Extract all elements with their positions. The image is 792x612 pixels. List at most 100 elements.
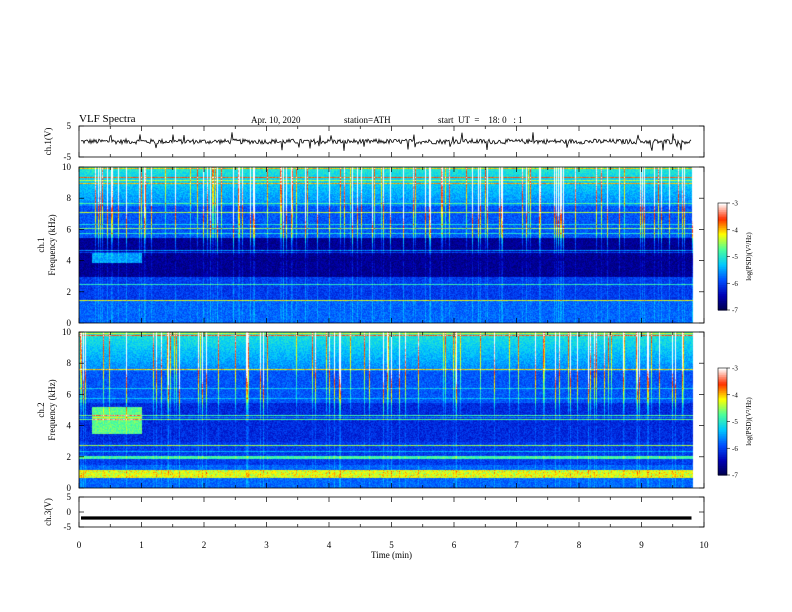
y-tick-label: 4 <box>67 256 72 266</box>
colorbar-segment <box>718 279 727 283</box>
colorbar-segment <box>718 373 727 376</box>
colorbar-segment <box>718 240 727 243</box>
colorbar-segment <box>718 285 727 288</box>
x-tick-label: 9 <box>639 540 644 550</box>
colorbar-segment <box>718 446 727 449</box>
x-tick-label: 3 <box>264 540 269 550</box>
y-tick-label: 6 <box>67 389 72 399</box>
colorbar-segment <box>718 382 727 385</box>
x-tick-label: 1 <box>139 540 144 550</box>
x-tick-label: 7 <box>514 540 519 550</box>
colorbar-segment <box>718 204 727 208</box>
colorbar-segment <box>718 268 727 272</box>
colorbar-segment <box>718 260 727 263</box>
x-tick-label: 4 <box>327 540 332 550</box>
colorbar-segment <box>718 451 727 455</box>
colorbar-segment <box>718 400 727 403</box>
colorbar-segment <box>718 219 727 222</box>
colorbar-segment <box>718 414 727 417</box>
colorbar-tick-label: -4 <box>732 226 738 234</box>
colorbar-segment <box>718 384 727 387</box>
colorbar-segment <box>718 371 727 374</box>
x-tick-label: 5 <box>389 540 394 550</box>
colorbar-segment <box>718 244 727 247</box>
colorbar-segment <box>718 437 727 440</box>
ch1-waveform-trace <box>80 132 692 151</box>
y-tick-label: 8 <box>67 193 72 203</box>
colorbar-segment <box>718 215 727 218</box>
colorbar-segment <box>718 210 727 213</box>
colorbar-segment <box>718 405 727 408</box>
ch1-ylabel: ch.1(V) <box>43 128 53 156</box>
station-label: station=ATH <box>344 115 391 125</box>
colorbar-segment <box>718 229 727 233</box>
colorbar-segment <box>718 410 727 414</box>
colorbar-segment <box>718 426 727 430</box>
colorbar-segment <box>718 466 727 469</box>
colorbar-segment <box>718 292 727 295</box>
colorbar-segment <box>718 471 727 474</box>
colorbar-segment <box>718 380 727 383</box>
colorbar-segment <box>718 389 727 392</box>
colorbar-segment <box>718 256 727 259</box>
colorbar-segment <box>718 277 727 281</box>
colorbar-segment <box>718 211 727 215</box>
colorbar-segment <box>718 421 727 424</box>
colorbar-segment <box>718 295 727 299</box>
colorbar-segment <box>718 469 727 473</box>
colorbar-segment <box>718 272 727 275</box>
colorbar-segment <box>718 226 727 229</box>
y-tick-label: 0 <box>67 507 72 517</box>
colorbar-segment <box>718 203 727 206</box>
colorbar-segment <box>718 286 727 290</box>
colorbar-label: log(PSD)(V²/Hz) <box>745 232 753 281</box>
y-tick-label: 0 <box>67 483 72 493</box>
colorbar-segment <box>718 428 727 432</box>
colorbar-segment <box>718 453 727 456</box>
colorbar-segment <box>718 430 727 433</box>
colorbar-segment <box>718 423 727 426</box>
ch2-frequency-label: Frequency (kHz) <box>47 379 57 440</box>
colorbar-segment <box>718 457 727 460</box>
colorbar-segment <box>718 417 727 421</box>
colorbar-segment <box>718 267 727 270</box>
colorbar-segment <box>718 249 727 252</box>
colorbar-segment <box>718 290 727 293</box>
colorbar-segment <box>718 467 727 471</box>
colorbar-tick-label: -6 <box>732 445 738 453</box>
colorbar-segment <box>718 288 727 291</box>
colorbar-segment <box>718 441 727 444</box>
colorbar-segment <box>718 301 727 304</box>
spectrogram-image <box>79 332 704 488</box>
y-tick-label: 5 <box>67 121 72 131</box>
colorbar-tick-label: -7 <box>732 307 738 315</box>
y-tick-label: 5 <box>67 492 72 502</box>
y-tick-label: 10 <box>62 327 72 337</box>
colorbar-segment <box>718 403 727 407</box>
colorbar-segment <box>718 306 727 309</box>
date-label: Apr. 10, 2020 <box>251 115 301 125</box>
colorbar-segment <box>718 251 727 254</box>
colorbar-segment <box>718 458 727 462</box>
colorbar-segment <box>718 302 727 306</box>
colorbar-segment <box>718 252 727 256</box>
ch3-ylabel: ch.3(V) <box>43 498 53 526</box>
colorbar-segment <box>718 401 727 405</box>
colorbar-segment <box>718 385 727 389</box>
colorbar-segment <box>718 276 727 279</box>
y-tick-label: -5 <box>64 522 72 532</box>
y-tick-label: 6 <box>67 224 72 234</box>
colorbar-tick-label: -5 <box>732 253 738 261</box>
y-tick-label: 4 <box>67 421 72 431</box>
colorbar-segment <box>718 213 727 217</box>
colorbar-segment <box>718 242 727 245</box>
colorbar-label: log(PSD)(V²/Hz) <box>745 397 753 446</box>
colorbar-segment <box>718 439 727 442</box>
x-tick-label: 0 <box>77 540 82 550</box>
y-tick-label: 8 <box>67 358 72 368</box>
colorbar-segment <box>718 235 727 238</box>
colorbar-segment <box>718 419 727 423</box>
colorbar-segment <box>718 462 727 465</box>
colorbar-segment <box>718 236 727 240</box>
